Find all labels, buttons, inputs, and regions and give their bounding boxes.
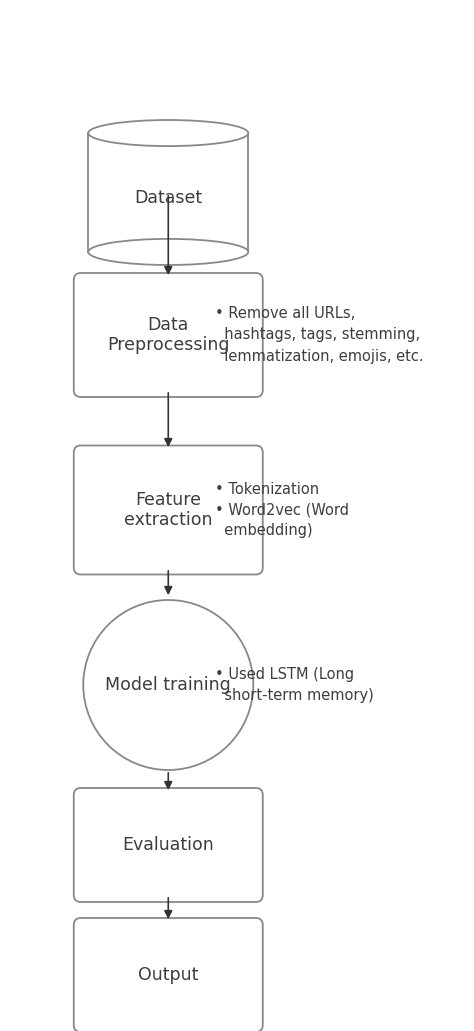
Text: Data
Preprocessing: Data Preprocessing (107, 315, 229, 355)
FancyBboxPatch shape (74, 788, 263, 902)
FancyBboxPatch shape (81, 280, 256, 390)
FancyBboxPatch shape (81, 453, 256, 567)
Text: Evaluation: Evaluation (122, 836, 214, 854)
Polygon shape (88, 133, 248, 252)
FancyBboxPatch shape (81, 795, 256, 895)
FancyBboxPatch shape (74, 273, 263, 397)
Text: Feature
extraction: Feature extraction (124, 491, 212, 529)
Ellipse shape (88, 239, 248, 265)
Text: • Tokenization
• Word2vec (Word
  embedding): • Tokenization • Word2vec (Word embeddin… (215, 481, 349, 538)
Text: • Used LSTM (Long
  short-term memory): • Used LSTM (Long short-term memory) (215, 667, 374, 703)
FancyBboxPatch shape (74, 918, 263, 1031)
FancyBboxPatch shape (74, 445, 263, 574)
Text: Dataset: Dataset (134, 190, 202, 207)
Ellipse shape (88, 120, 248, 146)
Text: • Remove all URLs,
  hashtags, tags, stemming,
  lemmatization, emojis, etc.: • Remove all URLs, hashtags, tags, stemm… (215, 306, 424, 364)
Text: Output: Output (138, 966, 199, 984)
FancyBboxPatch shape (81, 925, 256, 1025)
Ellipse shape (83, 600, 253, 770)
Text: Model training: Model training (105, 676, 231, 694)
